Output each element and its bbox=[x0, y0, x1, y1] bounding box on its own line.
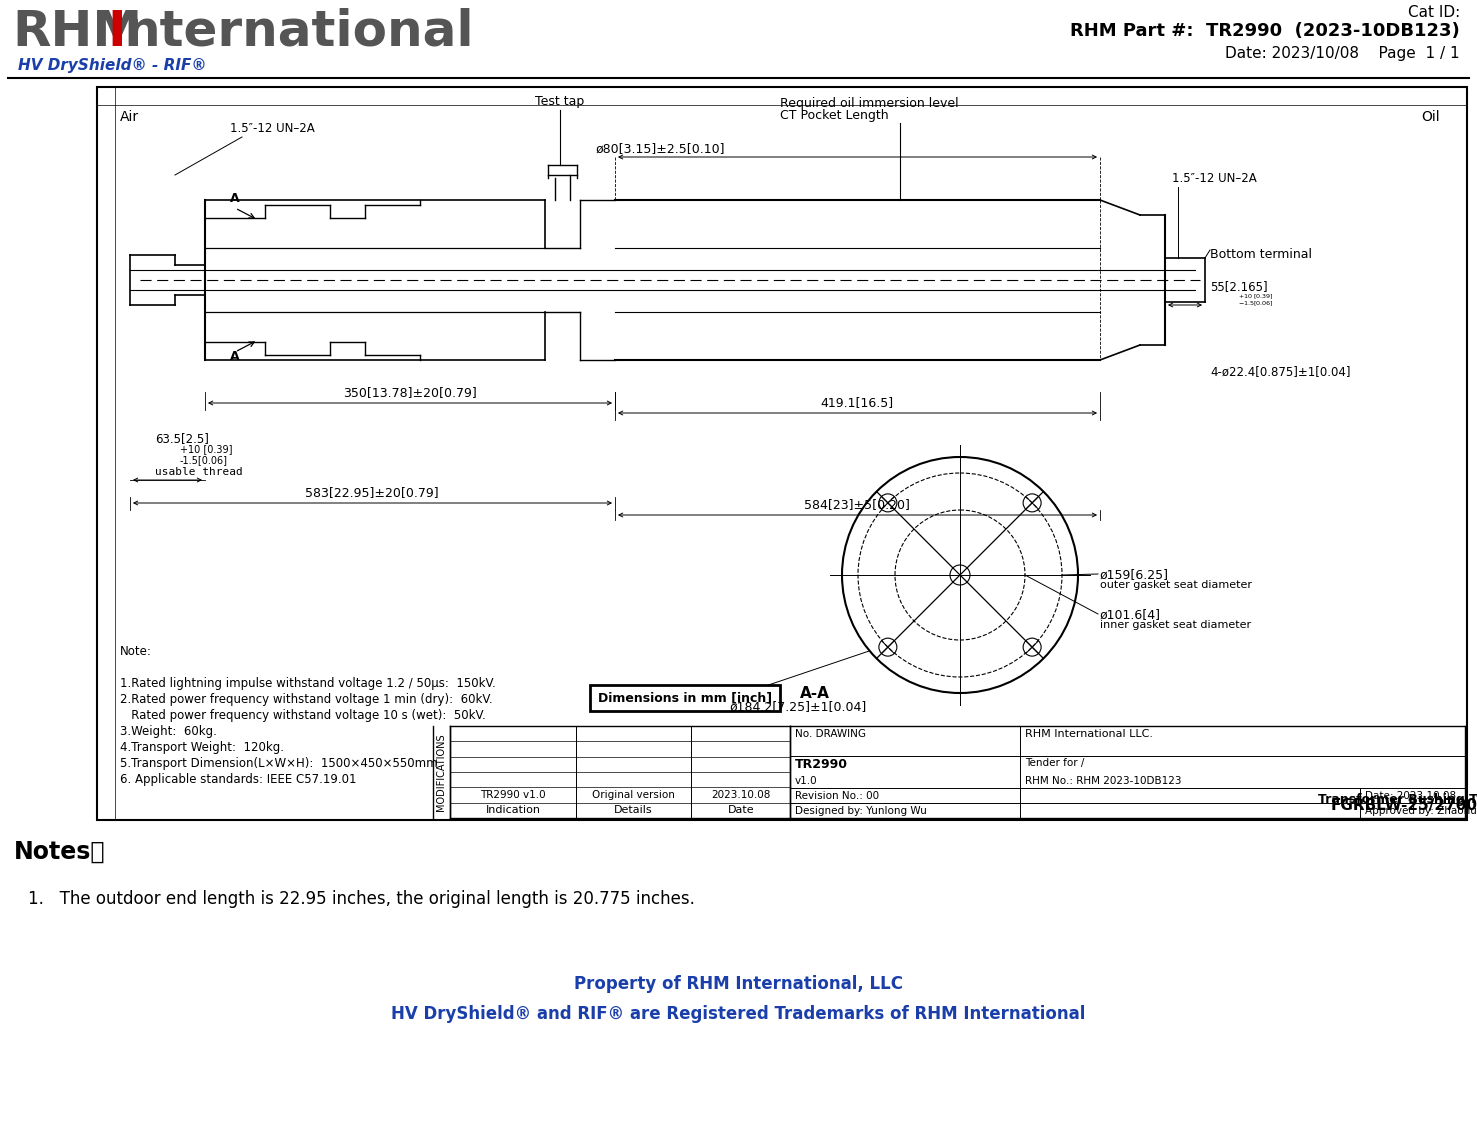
Text: Details: Details bbox=[614, 805, 653, 815]
Text: -1.5[0.06]: -1.5[0.06] bbox=[180, 455, 227, 465]
Bar bbox=[97, 87, 1467, 820]
Text: HV DryShield® - RIF®: HV DryShield® - RIF® bbox=[18, 58, 207, 72]
Text: 1.Rated lightning impulse withstand voltage 1.2 / 50μs:  150kV.: 1.Rated lightning impulse withstand volt… bbox=[120, 677, 496, 691]
Text: 4.Transport Weight:  120kg.: 4.Transport Weight: 120kg. bbox=[120, 741, 284, 754]
Text: ø80[3.15]±2.5[0.10]: ø80[3.15]±2.5[0.10] bbox=[595, 142, 725, 155]
Text: 419.1[16.5]: 419.1[16.5] bbox=[820, 396, 894, 409]
Text: MODIFICATIONS: MODIFICATIONS bbox=[436, 734, 446, 811]
Text: RHM: RHM bbox=[12, 8, 142, 55]
Text: A: A bbox=[230, 350, 239, 363]
Text: Date: Date bbox=[727, 805, 755, 815]
Text: TR2990 v1.0: TR2990 v1.0 bbox=[480, 790, 545, 799]
Text: 6. Applicable standards: IEEE C57.19.01: 6. Applicable standards: IEEE C57.19.01 bbox=[120, 773, 356, 786]
Text: Indication: Indication bbox=[486, 805, 541, 815]
Text: Required oil immersion level: Required oil immersion level bbox=[780, 97, 959, 110]
Text: 1.   The outdoor end length is 22.95 inches, the original length is 20.775 inche: 1. The outdoor end length is 22.95 inche… bbox=[28, 890, 694, 908]
Text: Date: 2023.10.08: Date: 2023.10.08 bbox=[1365, 790, 1456, 800]
Text: inner gasket seat diameter: inner gasket seat diameter bbox=[1100, 620, 1251, 631]
Text: Date: 2023/10/08    Page  1 / 1: Date: 2023/10/08 Page 1 / 1 bbox=[1226, 46, 1459, 61]
Text: FGRBLW-25/2700-2: FGRBLW-25/2700-2 bbox=[1331, 798, 1477, 813]
Text: 3.Weight:  60kg.: 3.Weight: 60kg. bbox=[120, 724, 217, 738]
Text: 584[23]±5[0.20]: 584[23]±5[0.20] bbox=[803, 498, 910, 511]
Text: 2023.10.08: 2023.10.08 bbox=[710, 790, 771, 799]
Text: RHM No.: RHM 2023-10DB123: RHM No.: RHM 2023-10DB123 bbox=[1025, 777, 1182, 786]
Text: No. DRAWING: No. DRAWING bbox=[795, 729, 866, 739]
Text: +10 [0.39]: +10 [0.39] bbox=[180, 444, 232, 454]
Text: I: I bbox=[106, 8, 126, 55]
Text: Air: Air bbox=[120, 110, 139, 125]
Text: v1.0: v1.0 bbox=[795, 777, 818, 786]
Text: outer gasket seat diameter: outer gasket seat diameter bbox=[1100, 580, 1252, 590]
Text: RHM International LLC.: RHM International LLC. bbox=[1025, 729, 1154, 739]
Text: 4-ø22.4[0.875]±1[0.04]: 4-ø22.4[0.875]±1[0.04] bbox=[1210, 365, 1350, 378]
Text: 5.Transport Dimension(L×W×H):  1500×450×550mm.: 5.Transport Dimension(L×W×H): 1500×450×5… bbox=[120, 757, 442, 770]
Text: Note:: Note: bbox=[120, 645, 152, 658]
Text: Dimensions in mm [inch]: Dimensions in mm [inch] bbox=[598, 692, 772, 704]
Text: Rated power frequency withstand voltage 10 s (wet):  50kV.: Rated power frequency withstand voltage … bbox=[120, 709, 486, 722]
Text: RHM Part #:  TR2990  (2023-10DB123): RHM Part #: TR2990 (2023-10DB123) bbox=[1071, 22, 1459, 40]
Text: Bottom terminal: Bottom terminal bbox=[1210, 248, 1312, 261]
Text: 1.5″-12 UN–2A: 1.5″-12 UN–2A bbox=[1173, 172, 1257, 185]
Text: 350[13.78]±20[0.79]: 350[13.78]±20[0.79] bbox=[343, 386, 477, 398]
Text: Original version: Original version bbox=[592, 790, 675, 799]
Text: 63.5[2.5]: 63.5[2.5] bbox=[155, 432, 208, 445]
Text: Approved by: Zhaohui Liu: Approved by: Zhaohui Liu bbox=[1365, 806, 1477, 816]
Text: TR2990: TR2990 bbox=[795, 758, 848, 771]
Text: Oil: Oil bbox=[1421, 110, 1440, 125]
Text: usable thread: usable thread bbox=[155, 468, 242, 477]
Text: 55[2.165]: 55[2.165] bbox=[1210, 280, 1267, 293]
Text: ø101.6[4]: ø101.6[4] bbox=[1100, 608, 1161, 621]
Text: 1.5″-12 UN–2A: 1.5″-12 UN–2A bbox=[230, 122, 315, 135]
Text: Test tap: Test tap bbox=[535, 95, 585, 108]
Text: Transformer Bushing Type:: Transformer Bushing Type: bbox=[1317, 792, 1477, 806]
Text: Property of RHM International, LLC: Property of RHM International, LLC bbox=[573, 975, 902, 993]
Text: ø184.2[7.25]±1[0.04]: ø184.2[7.25]±1[0.04] bbox=[730, 700, 867, 713]
Text: Tender for /: Tender for / bbox=[1025, 758, 1084, 767]
Text: nternational: nternational bbox=[126, 8, 474, 55]
Text: 2.Rated power frequency withstand voltage 1 min (dry):  60kV.: 2.Rated power frequency withstand voltag… bbox=[120, 693, 493, 706]
Text: HV DryShield® and RIF® are Registered Trademarks of RHM International: HV DryShield® and RIF® are Registered Tr… bbox=[391, 1005, 1086, 1023]
Text: CT Pocket Length: CT Pocket Length bbox=[780, 109, 889, 122]
Text: Revision No.: 00: Revision No.: 00 bbox=[795, 790, 879, 800]
Text: A: A bbox=[230, 192, 239, 205]
Text: Cat ID:: Cat ID: bbox=[1408, 5, 1459, 20]
Text: Designed by: Yunlong Wu: Designed by: Yunlong Wu bbox=[795, 806, 928, 816]
Text: ø159[6.25]: ø159[6.25] bbox=[1100, 568, 1168, 581]
Text: 583[22.95]±20[0.79]: 583[22.95]±20[0.79] bbox=[306, 486, 439, 499]
Text: Notes：: Notes： bbox=[13, 840, 105, 864]
Text: $^{+10\ [0.39]}_{-1.5[0.06]}$: $^{+10\ [0.39]}_{-1.5[0.06]}$ bbox=[1238, 293, 1273, 309]
Bar bbox=[589, 685, 780, 711]
Text: A-A: A-A bbox=[801, 686, 830, 701]
